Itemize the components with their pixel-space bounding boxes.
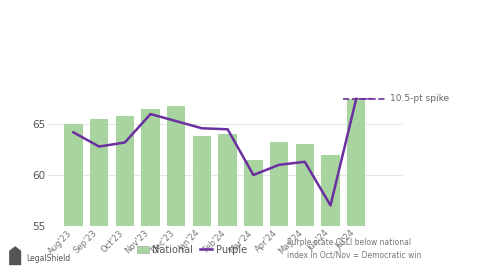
Bar: [270, 143, 288, 226]
Text: 10.5-pt spike: 10.5-pt spike: [390, 94, 449, 103]
Bar: [192, 136, 211, 226]
Bar: [347, 99, 365, 226]
Bar: [64, 124, 83, 226]
Bar: [116, 116, 134, 226]
Bar: [167, 106, 185, 226]
Bar: [90, 119, 108, 226]
Legend: National, Purple: National, Purple: [137, 245, 247, 255]
Bar: [321, 155, 340, 226]
Text: LegalShield: LegalShield: [26, 254, 71, 263]
Text: 12-Month CSLI: 12-Month CSLI: [195, 40, 285, 53]
Bar: [218, 134, 237, 226]
Text: Purple state CSLI below national
index in Oct/Nov = Democratic win: Purple state CSLI below national index i…: [287, 238, 421, 259]
Bar: [296, 144, 314, 226]
Text: Battleground States: Battleground States: [105, 11, 375, 35]
Polygon shape: [9, 246, 21, 265]
Bar: [141, 109, 160, 226]
Bar: [244, 160, 263, 226]
